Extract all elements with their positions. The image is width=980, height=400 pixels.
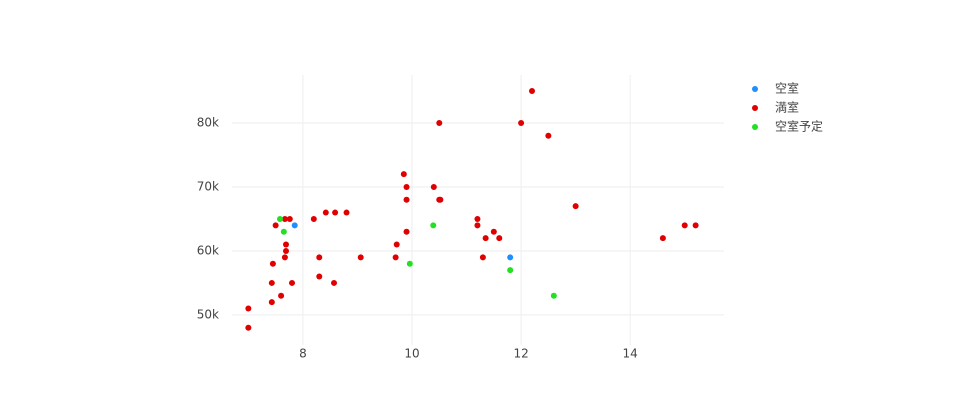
point — [430, 183, 437, 190]
point — [283, 247, 289, 254]
point — [437, 196, 444, 203]
point — [474, 222, 481, 229]
point — [659, 235, 666, 242]
legend-label[interactable]: 空室予定 — [775, 119, 823, 134]
point — [507, 267, 514, 274]
point — [322, 209, 329, 216]
point — [283, 241, 289, 248]
point — [550, 292, 557, 299]
point — [316, 254, 323, 261]
point — [496, 235, 503, 242]
point — [482, 235, 489, 242]
point — [400, 171, 407, 178]
point — [281, 215, 288, 222]
point — [289, 279, 295, 286]
point — [545, 132, 552, 139]
legend-label[interactable]: 空室 — [775, 81, 799, 96]
point — [403, 183, 410, 190]
point — [332, 209, 339, 216]
y-tick-label: 60k — [197, 243, 219, 257]
point — [436, 119, 443, 126]
point — [403, 228, 410, 235]
point — [310, 215, 317, 222]
point — [518, 119, 525, 126]
point — [286, 215, 293, 222]
point — [316, 273, 323, 280]
point — [474, 215, 481, 222]
point — [268, 279, 275, 286]
point — [245, 305, 252, 312]
point — [681, 222, 688, 229]
point — [272, 222, 279, 229]
point — [268, 299, 275, 306]
point — [281, 254, 288, 261]
x-tick-label: 12 — [513, 347, 528, 361]
point — [507, 254, 514, 261]
y-tick-label: 50k — [197, 307, 219, 321]
point — [393, 241, 400, 248]
point — [392, 254, 399, 261]
point — [490, 228, 497, 235]
point — [430, 222, 437, 229]
point — [245, 324, 252, 331]
point — [529, 87, 535, 94]
legend-label[interactable]: 満室 — [775, 100, 799, 115]
point — [479, 254, 486, 261]
point — [277, 215, 283, 222]
legend-marker[interactable] — [752, 86, 758, 92]
x-tick-label: 10 — [404, 347, 419, 361]
y-tick-label: 80k — [197, 115, 219, 129]
point — [280, 228, 287, 235]
legend-marker[interactable] — [752, 105, 758, 111]
point — [343, 209, 350, 216]
point — [403, 196, 410, 203]
x-tick-label: 14 — [623, 347, 638, 361]
point — [692, 222, 699, 229]
point — [291, 222, 298, 229]
point — [357, 254, 364, 261]
point — [278, 292, 285, 299]
point — [331, 279, 337, 286]
point — [572, 203, 579, 210]
legend-marker[interactable] — [752, 124, 758, 130]
point — [406, 260, 413, 267]
y-tick-label: 70k — [197, 179, 219, 193]
point — [269, 260, 276, 267]
x-tick-label: 8 — [299, 347, 307, 361]
